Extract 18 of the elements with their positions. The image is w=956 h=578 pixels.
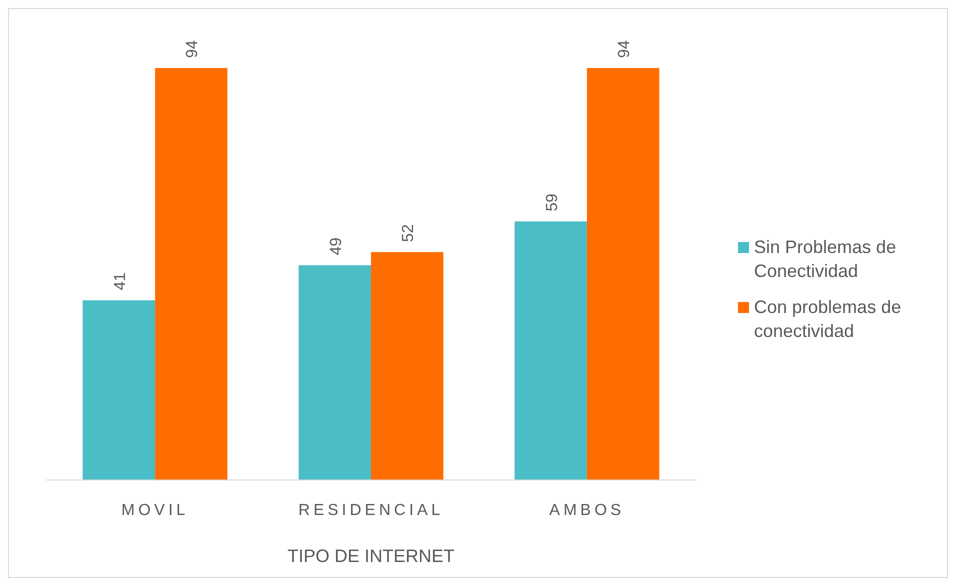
bar — [371, 252, 444, 480]
data-label: 41 — [112, 272, 129, 290]
bar — [82, 300, 156, 480]
data-label: 49 — [328, 237, 345, 256]
data-label: 94 — [184, 40, 202, 58]
data-label: 94 — [616, 40, 634, 58]
legend-label: Con problemas de conectividad — [754, 297, 902, 341]
bar — [514, 221, 587, 480]
x-tick-label: AMBOS — [549, 502, 625, 519]
x-tick-label: RESIDENCIAL — [298, 502, 444, 519]
data-label: 52 — [400, 224, 418, 242]
bar — [155, 68, 228, 480]
x-axis-title: TIPO DE INTERNET — [287, 546, 455, 566]
bar — [586, 68, 660, 480]
bar — [298, 265, 371, 480]
x-tick-label: MOVIL — [121, 502, 189, 519]
data-label: 59 — [544, 194, 561, 212]
legend-label: Sin Problemas de Conectividad — [754, 237, 896, 281]
